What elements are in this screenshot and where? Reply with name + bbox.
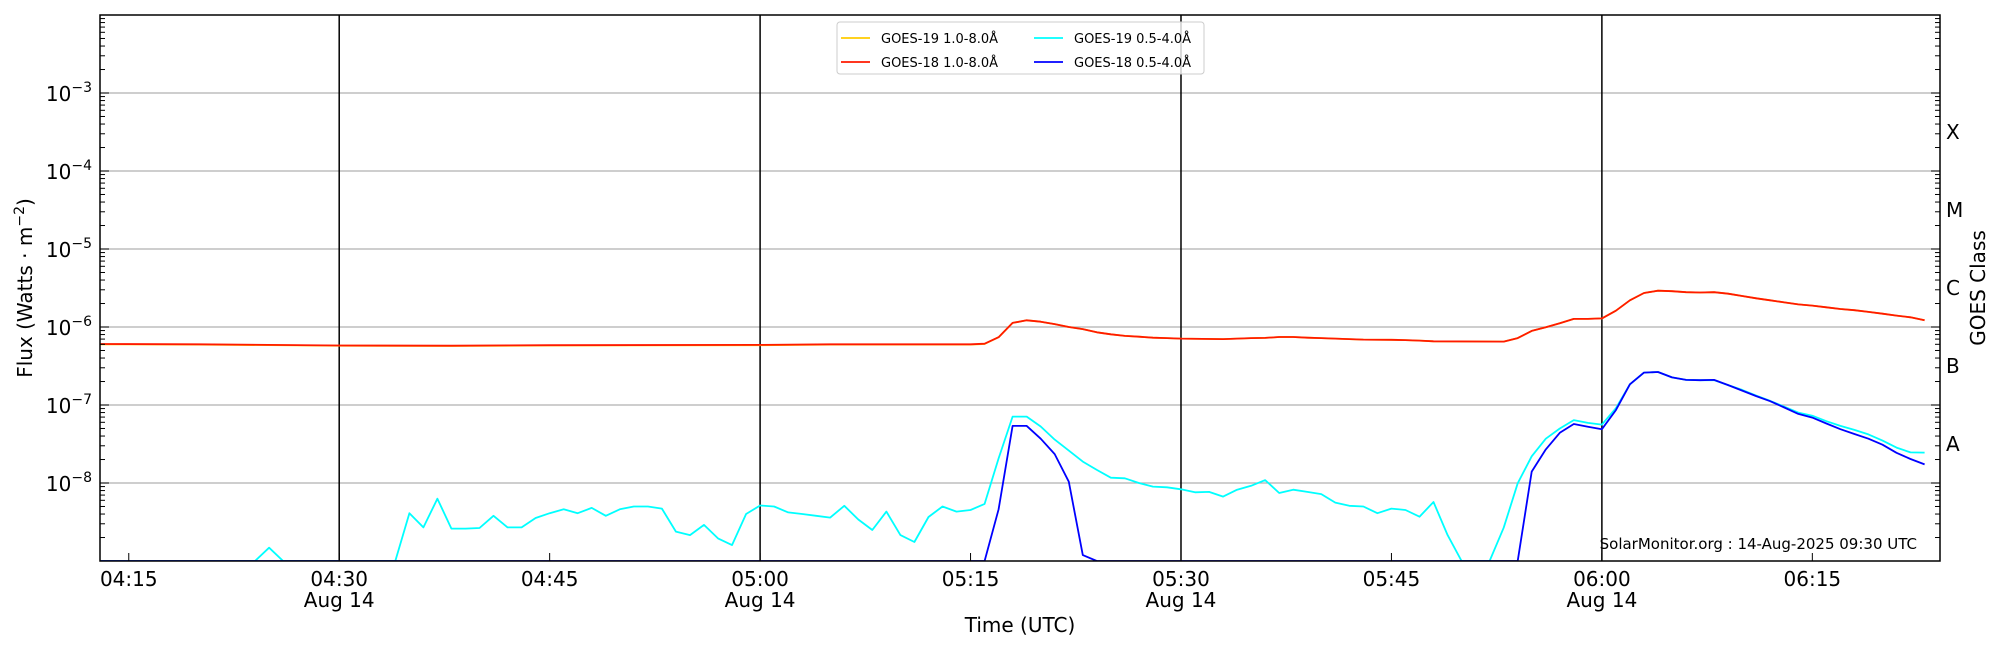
y-tick-exponent: −8: [71, 470, 92, 486]
x-tick-label: 05:15: [942, 567, 1000, 591]
x-tick-label: 06:00: [1573, 567, 1631, 591]
y-tick-base: 10: [46, 82, 71, 106]
series-line-goes-19-1-0-8-0-: [100, 289, 1925, 347]
goes-class-label: B: [1946, 354, 1960, 378]
y-tick-base: 10: [46, 394, 71, 418]
grid-lines: [100, 92, 1940, 484]
plot-frame: [99, 14, 1941, 562]
x-tick-date-label: Aug 14: [725, 588, 796, 612]
y-tick-base: 10: [46, 316, 71, 340]
x-axis-label: Time (UTC): [964, 613, 1076, 637]
y-tick-label: 10−5: [46, 236, 92, 262]
y-tick-base: 10: [46, 238, 71, 262]
x-tick-date-label: Aug 14: [304, 588, 375, 612]
goes-class-labels: X M C B A: [1946, 120, 1963, 456]
watermark-annotation: SolarMonitor.org : 14-Aug-2025 09:30 UTC: [1600, 535, 1917, 553]
x-tick-label: 05:00: [731, 567, 789, 591]
series-line-goes-18-0-5-4-0-: [100, 371, 1925, 561]
series-lines: [100, 289, 1925, 561]
y-tick-label: 10−6: [46, 314, 92, 340]
axis-ticks: [100, 14, 1940, 562]
x-tick-label: 05:30: [1152, 567, 1210, 591]
x-tick-date-label: Aug 14: [1146, 588, 1217, 612]
y-tick-exponent: −4: [71, 158, 92, 174]
y-tick-labels: 10−310−410−510−610−710−8: [46, 80, 92, 496]
legend-label: GOES-18 1.0-8.0Å: [881, 55, 998, 71]
series-line-goes-19-0-5-4-0-: [100, 371, 1925, 561]
y-tick-exponent: −7: [71, 392, 92, 408]
y-tick-exponent: −3: [71, 80, 92, 96]
x-tick-date-label: Aug 14: [1566, 588, 1637, 612]
y-tick-label: 10−7: [46, 392, 92, 418]
y-tick-exponent: −5: [71, 236, 92, 252]
legend-label: GOES-19 0.5-4.0Å: [1074, 31, 1191, 47]
legend-label: GOES-18 0.5-4.0Å: [1074, 55, 1191, 71]
y-axis-label: Flux (Watts · m−2): [12, 198, 37, 378]
y-tick-label: 10−8: [46, 470, 92, 496]
goes-class-label: C: [1946, 276, 1960, 300]
y-tick-exponent: −6: [71, 314, 92, 330]
y-tick-base: 10: [46, 160, 71, 184]
goes-class-label: X: [1946, 120, 1960, 144]
x-tick-label: 04:15: [100, 567, 158, 591]
goes-class-label: M: [1946, 198, 1963, 222]
x-tick-label: 04:45: [521, 567, 579, 591]
legend: GOES-19 1.0-8.0Å GOES-18 1.0-8.0Å GOES-19 …: [836, 21, 1205, 75]
legend-box: [836, 21, 1205, 75]
goes-class-axis-label: GOES Class: [1966, 230, 1990, 346]
y-tick-label: 10−4: [46, 158, 92, 184]
x-tick-label: 06:15: [1784, 567, 1842, 591]
x-tick-label: 04:30: [310, 567, 368, 591]
x-tick-label: 05:45: [1363, 567, 1421, 591]
day-marker-lines: [338, 15, 1603, 561]
legend-label: GOES-19 1.0-8.0Å: [881, 31, 998, 47]
series-line-goes-18-1-0-8-0-: [100, 289, 1925, 347]
y-tick-base: 10: [46, 472, 71, 496]
goes-class-label: A: [1946, 432, 1960, 456]
y-tick-label: 10−3: [46, 80, 92, 106]
